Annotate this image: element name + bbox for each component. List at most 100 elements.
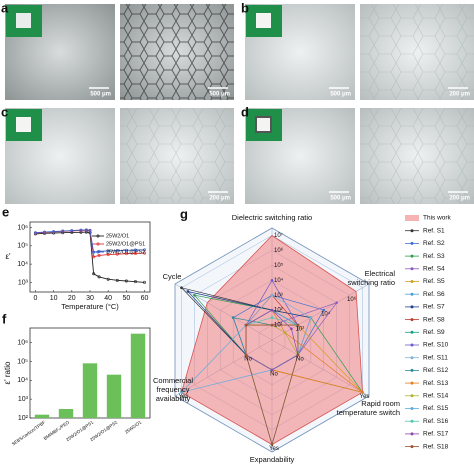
y-tick-label: 10²: [18, 415, 29, 422]
point: [296, 323, 300, 327]
legend-label: Ref. S8: [423, 316, 445, 323]
legend-marker: [410, 267, 414, 271]
point: [124, 252, 128, 256]
y-tick-label: 10⁴: [17, 377, 28, 384]
x-tick-label: 50: [122, 295, 130, 302]
series-line: [35, 229, 145, 253]
point: [70, 229, 74, 233]
legend-marker: [410, 241, 414, 245]
point: [115, 252, 119, 256]
legend-marker: [410, 356, 414, 360]
x-tick-label: 40: [104, 295, 112, 302]
legend-marker: [410, 280, 414, 283]
sample-piece: [255, 116, 272, 133]
x-tick-label: 25W2/O1: [124, 419, 143, 434]
legend-marker: [410, 305, 414, 309]
legend-label: Ref. S12: [423, 367, 449, 374]
y-tick-label: 10⁴: [17, 261, 28, 268]
legend-label: This work: [423, 215, 452, 222]
legend-label: Ref. S15: [423, 405, 449, 412]
panel-label: c: [1, 104, 8, 119]
point: [180, 390, 183, 394]
point: [88, 228, 92, 232]
legend-label: Ref. S2: [423, 240, 445, 247]
legend-label: Ref. S14: [423, 393, 449, 400]
legend-label: Ref. S3: [423, 253, 445, 260]
cell-texture: [120, 4, 234, 100]
legend-marker: [410, 368, 414, 372]
point: [244, 323, 248, 327]
panel-label: d: [241, 104, 249, 119]
point: [244, 353, 248, 357]
point: [309, 316, 313, 319]
y-tick-label: 10³: [18, 396, 29, 403]
x-tick-label: 10: [50, 295, 58, 302]
scale-bar-label: 500 μm: [90, 92, 111, 98]
point: [106, 253, 110, 257]
point: [84, 228, 88, 232]
point: [270, 368, 274, 372]
radial-tick-label: 10¹: [274, 323, 283, 329]
radial-tick-label: 10⁵: [274, 262, 284, 269]
legend-marker: [410, 254, 414, 258]
radial-tick-label: 10²: [296, 327, 305, 333]
scale-bar-label: 200 μm: [449, 92, 470, 98]
point: [115, 249, 119, 253]
panel-label: f: [2, 311, 7, 326]
x-tick-label: 30: [86, 295, 94, 302]
legend-marker: [410, 343, 414, 347]
y-tick-label: 10⁵: [17, 358, 28, 365]
radial-tick-label: 10⁷: [274, 232, 283, 239]
series-line: [35, 231, 145, 283]
cell-texture: [120, 108, 234, 204]
scale-bar-label: 500 μm: [330, 196, 351, 202]
legend-label: Ref. S10: [423, 342, 449, 349]
panel-label: a: [1, 0, 9, 15]
point: [97, 275, 101, 279]
point: [270, 278, 274, 282]
cell-texture: [360, 108, 474, 204]
axis-label: availability: [156, 394, 191, 403]
point: [143, 248, 147, 252]
point: [79, 228, 83, 232]
point: [97, 253, 101, 257]
radial-tick-label: No: [270, 371, 278, 377]
legend-marker: [410, 292, 414, 296]
point: [270, 293, 274, 297]
legend-label: Ref. S9: [423, 329, 445, 336]
radial-tick-label: 10⁴: [321, 311, 331, 318]
point: [193, 293, 196, 297]
legend-label: Ref. S4: [423, 266, 445, 273]
x-tick-label: 0: [34, 295, 38, 302]
legend-label: 25W2/O1: [106, 233, 129, 239]
axis-label: Rapid room: [361, 399, 400, 408]
point: [231, 316, 235, 319]
legend-marker: [410, 381, 414, 385]
legend-label: Ref. S7: [423, 304, 445, 311]
scale-bar-label: 500 μm: [209, 92, 230, 98]
legend-label: Ref. S16: [423, 418, 449, 425]
legend-label: Ref. S13: [423, 380, 449, 387]
legend-marker: [410, 407, 414, 410]
radial-tick-label: Yes: [360, 394, 370, 400]
sample-piece: [16, 13, 31, 28]
axis-label: Commercial: [153, 376, 193, 385]
panel-label: e: [2, 204, 9, 219]
legend-marker: [96, 242, 100, 246]
point: [270, 323, 274, 327]
y-tick-label: 10⁵: [17, 243, 28, 250]
legend-label: Ref. S11: [423, 354, 448, 361]
x-axis-label: Temperature (°C): [61, 302, 119, 311]
point: [283, 331, 287, 334]
point: [270, 443, 274, 446]
point: [115, 278, 119, 282]
legend-swatch: [405, 215, 419, 221]
legend-marker: [410, 330, 414, 334]
point: [43, 230, 47, 234]
legend-label: 25W2/O1@PS1: [106, 241, 145, 247]
legend-marker: [410, 445, 414, 449]
bar: [82, 363, 98, 418]
axis-label: Expandability: [250, 455, 295, 464]
legend-marker: [410, 419, 414, 423]
